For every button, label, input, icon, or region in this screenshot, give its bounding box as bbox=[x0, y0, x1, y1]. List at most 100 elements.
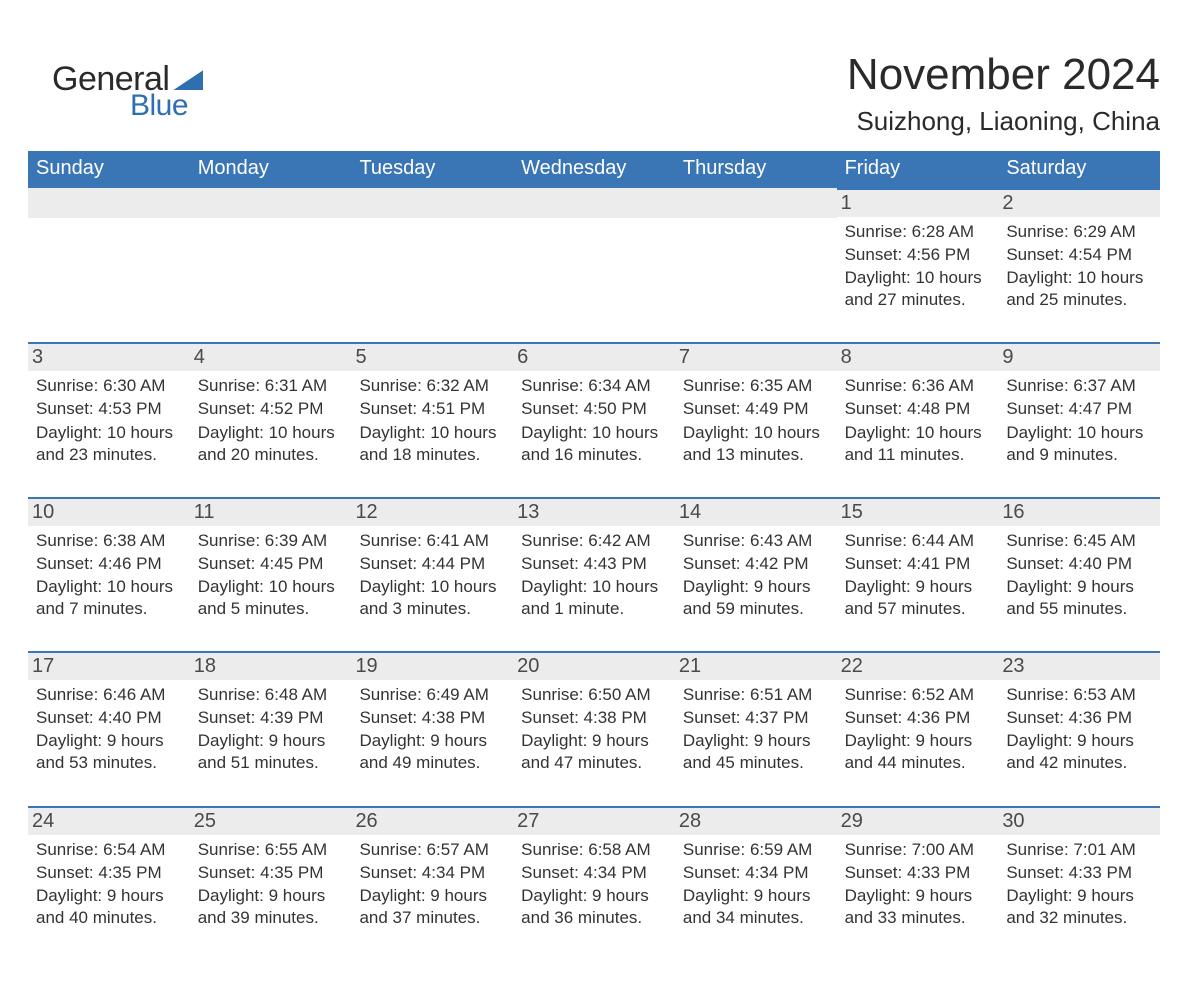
day-details: Sunrise: 6:48 AMSunset: 4:39 PMDaylight:… bbox=[196, 684, 346, 774]
day-number bbox=[513, 188, 675, 218]
day-details: Sunrise: 6:44 AMSunset: 4:41 PMDaylight:… bbox=[843, 530, 993, 620]
sunset-text: Sunset: 4:46 PM bbox=[36, 553, 182, 575]
day-cell: 3Sunrise: 6:30 AMSunset: 4:53 PMDaylight… bbox=[28, 342, 190, 496]
sunrise-text: Sunrise: 6:59 AM bbox=[683, 839, 829, 861]
daylight-text: Daylight: 10 hours and 3 minutes. bbox=[359, 576, 505, 620]
dow-sunday: Sunday bbox=[28, 151, 190, 188]
sunset-text: Sunset: 4:54 PM bbox=[1006, 244, 1152, 266]
sunset-text: Sunset: 4:36 PM bbox=[845, 707, 991, 729]
empty-day-cell bbox=[190, 188, 352, 342]
sunrise-text: Sunrise: 6:51 AM bbox=[683, 684, 829, 706]
daylight-text: Daylight: 10 hours and 25 minutes. bbox=[1006, 267, 1152, 311]
daylight-text: Daylight: 9 hours and 51 minutes. bbox=[198, 730, 344, 774]
sunrise-text: Sunrise: 6:43 AM bbox=[683, 530, 829, 552]
day-cell: 19Sunrise: 6:49 AMSunset: 4:38 PMDayligh… bbox=[351, 651, 513, 805]
sunrise-text: Sunrise: 6:29 AM bbox=[1006, 221, 1152, 243]
daylight-text: Daylight: 10 hours and 27 minutes. bbox=[845, 267, 991, 311]
day-details: Sunrise: 6:29 AMSunset: 4:54 PMDaylight:… bbox=[1004, 221, 1154, 311]
daylight-text: Daylight: 9 hours and 34 minutes. bbox=[683, 885, 829, 929]
sunrise-text: Sunrise: 6:50 AM bbox=[521, 684, 667, 706]
daylight-text: Daylight: 10 hours and 18 minutes. bbox=[359, 422, 505, 466]
day-cell: 6Sunrise: 6:34 AMSunset: 4:50 PMDaylight… bbox=[513, 342, 675, 496]
sunrise-text: Sunrise: 6:53 AM bbox=[1006, 684, 1152, 706]
sunset-text: Sunset: 4:33 PM bbox=[1006, 862, 1152, 884]
sunrise-text: Sunrise: 7:01 AM bbox=[1006, 839, 1152, 861]
sunset-text: Sunset: 4:42 PM bbox=[683, 553, 829, 575]
month-title: November 2024 bbox=[847, 50, 1160, 100]
calendar-page: General Blue November 2024 Suizhong, Lia… bbox=[0, 0, 1188, 1000]
day-number: 17 bbox=[28, 651, 190, 680]
daylight-text: Daylight: 9 hours and 57 minutes. bbox=[845, 576, 991, 620]
day-cell: 1Sunrise: 6:28 AMSunset: 4:56 PMDaylight… bbox=[837, 188, 999, 342]
sunrise-text: Sunrise: 6:48 AM bbox=[198, 684, 344, 706]
day-cell: 30Sunrise: 7:01 AMSunset: 4:33 PMDayligh… bbox=[998, 806, 1160, 960]
day-details: Sunrise: 6:53 AMSunset: 4:36 PMDaylight:… bbox=[1004, 684, 1154, 774]
day-cell: 4Sunrise: 6:31 AMSunset: 4:52 PMDaylight… bbox=[190, 342, 352, 496]
day-number: 29 bbox=[837, 806, 999, 835]
day-details: Sunrise: 6:43 AMSunset: 4:42 PMDaylight:… bbox=[681, 530, 831, 620]
sunrise-text: Sunrise: 6:42 AM bbox=[521, 530, 667, 552]
calendar-week: 3Sunrise: 6:30 AMSunset: 4:53 PMDaylight… bbox=[28, 342, 1160, 496]
calendar-week: 24Sunrise: 6:54 AMSunset: 4:35 PMDayligh… bbox=[28, 806, 1160, 960]
sunrise-text: Sunrise: 6:31 AM bbox=[198, 375, 344, 397]
sunrise-text: Sunrise: 6:44 AM bbox=[845, 530, 991, 552]
daylight-text: Daylight: 10 hours and 5 minutes. bbox=[198, 576, 344, 620]
day-cell: 17Sunrise: 6:46 AMSunset: 4:40 PMDayligh… bbox=[28, 651, 190, 805]
title-block: November 2024 Suizhong, Liaoning, China bbox=[847, 18, 1160, 137]
day-number: 20 bbox=[513, 651, 675, 680]
daylight-text: Daylight: 10 hours and 11 minutes. bbox=[845, 422, 991, 466]
day-of-week-header: Sunday Monday Tuesday Wednesday Thursday… bbox=[28, 151, 1160, 188]
day-number: 27 bbox=[513, 806, 675, 835]
day-cell: 26Sunrise: 6:57 AMSunset: 4:34 PMDayligh… bbox=[351, 806, 513, 960]
day-number: 18 bbox=[190, 651, 352, 680]
daylight-text: Daylight: 9 hours and 55 minutes. bbox=[1006, 576, 1152, 620]
day-cell: 28Sunrise: 6:59 AMSunset: 4:34 PMDayligh… bbox=[675, 806, 837, 960]
sunrise-text: Sunrise: 6:49 AM bbox=[359, 684, 505, 706]
day-details: Sunrise: 6:50 AMSunset: 4:38 PMDaylight:… bbox=[519, 684, 669, 774]
daylight-text: Daylight: 10 hours and 16 minutes. bbox=[521, 422, 667, 466]
sunset-text: Sunset: 4:38 PM bbox=[521, 707, 667, 729]
brand-word-2: Blue bbox=[130, 89, 203, 123]
day-number: 15 bbox=[837, 497, 999, 526]
daylight-text: Daylight: 9 hours and 36 minutes. bbox=[521, 885, 667, 929]
sunset-text: Sunset: 4:39 PM bbox=[198, 707, 344, 729]
day-number bbox=[351, 188, 513, 218]
day-number: 7 bbox=[675, 342, 837, 371]
daylight-text: Daylight: 10 hours and 13 minutes. bbox=[683, 422, 829, 466]
day-number: 25 bbox=[190, 806, 352, 835]
sunset-text: Sunset: 4:34 PM bbox=[521, 862, 667, 884]
sunset-text: Sunset: 4:36 PM bbox=[1006, 707, 1152, 729]
sunset-text: Sunset: 4:41 PM bbox=[845, 553, 991, 575]
day-number: 21 bbox=[675, 651, 837, 680]
sunset-text: Sunset: 4:34 PM bbox=[683, 862, 829, 884]
calendar-grid: Sunday Monday Tuesday Wednesday Thursday… bbox=[28, 151, 1160, 960]
sunrise-text: Sunrise: 6:30 AM bbox=[36, 375, 182, 397]
daylight-text: Daylight: 10 hours and 7 minutes. bbox=[36, 576, 182, 620]
day-number: 13 bbox=[513, 497, 675, 526]
daylight-text: Daylight: 9 hours and 37 minutes. bbox=[359, 885, 505, 929]
daylight-text: Daylight: 9 hours and 59 minutes. bbox=[683, 576, 829, 620]
daylight-text: Daylight: 9 hours and 45 minutes. bbox=[683, 730, 829, 774]
sunrise-text: Sunrise: 6:58 AM bbox=[521, 839, 667, 861]
day-cell: 11Sunrise: 6:39 AMSunset: 4:45 PMDayligh… bbox=[190, 497, 352, 651]
sunset-text: Sunset: 4:35 PM bbox=[198, 862, 344, 884]
day-cell: 29Sunrise: 7:00 AMSunset: 4:33 PMDayligh… bbox=[837, 806, 999, 960]
sunset-text: Sunset: 4:48 PM bbox=[845, 398, 991, 420]
day-cell: 22Sunrise: 6:52 AMSunset: 4:36 PMDayligh… bbox=[837, 651, 999, 805]
day-number bbox=[190, 188, 352, 218]
daylight-text: Daylight: 9 hours and 42 minutes. bbox=[1006, 730, 1152, 774]
day-number: 19 bbox=[351, 651, 513, 680]
header: General Blue November 2024 Suizhong, Lia… bbox=[28, 18, 1160, 137]
day-details: Sunrise: 6:42 AMSunset: 4:43 PMDaylight:… bbox=[519, 530, 669, 620]
day-details: Sunrise: 6:59 AMSunset: 4:34 PMDaylight:… bbox=[681, 839, 831, 929]
day-cell: 21 Sunrise: 6:51 AMSunset: 4:37 PMDayligh… bbox=[675, 651, 837, 805]
sunrise-text: Sunrise: 6:39 AM bbox=[198, 530, 344, 552]
day-details: Sunrise: 6:55 AMSunset: 4:35 PMDaylight:… bbox=[196, 839, 346, 929]
day-number bbox=[28, 188, 190, 218]
daylight-text: Daylight: 9 hours and 32 minutes. bbox=[1006, 885, 1152, 929]
day-cell: 9Sunrise: 6:37 AMSunset: 4:47 PMDaylight… bbox=[998, 342, 1160, 496]
sunrise-text: Sunrise: 6:46 AM bbox=[36, 684, 182, 706]
day-cell: 25 Sunrise: 6:55 AMSunset: 4:35 PMDayligh… bbox=[190, 806, 352, 960]
day-cell: 7Sunrise: 6:35 AMSunset: 4:49 PMDaylight… bbox=[675, 342, 837, 496]
sunset-text: Sunset: 4:37 PM bbox=[683, 707, 829, 729]
